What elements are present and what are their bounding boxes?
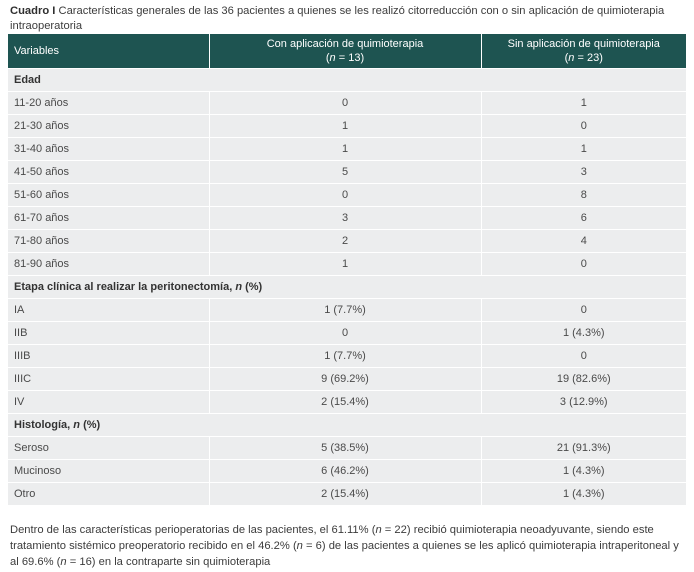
table-row: 21-30 años 1 0 [8, 114, 686, 138]
cell-con-quimioterapia: 1 [209, 137, 482, 161]
table-row: IIB 0 1 (4.3%) [8, 321, 686, 345]
cell-sin-quimioterapia: 0 [481, 298, 686, 322]
row-label: Mucinoso [8, 459, 210, 483]
row-label: IIIB [8, 344, 210, 368]
row-label: 61-70 años [8, 206, 210, 230]
cell-sin-quimioterapia: 8 [481, 183, 686, 207]
row-label: 41-50 años [8, 160, 210, 184]
cell-con-quimioterapia: 0 [209, 321, 482, 345]
cell-sin-quimioterapia: 1 [481, 91, 686, 115]
table-row: Mucinoso 6 (46.2%) 1 (4.3%) [8, 459, 686, 483]
table-row: 51-60 años 0 8 [8, 183, 686, 207]
row-label: IV [8, 390, 210, 414]
caption-text: Características generales de las 36 paci… [10, 5, 665, 32]
row-label: 81-90 años [8, 252, 210, 276]
section-label: Etapa clínica al realizar la peritonecto… [8, 275, 686, 299]
header-sin-n: (n = 23) [564, 52, 603, 64]
cell-sin-quimioterapia: 6 [481, 206, 686, 230]
caption-label: Cuadro I [10, 5, 56, 17]
cell-sin-quimioterapia: 0 [481, 344, 686, 368]
header-variables: Variables [8, 34, 210, 69]
cell-con-quimioterapia: 5 (38.5%) [209, 436, 482, 460]
table-row: 11-20 años 0 1 [8, 91, 686, 115]
header-con-quimioterapia: Con aplicación de quimioterapia (n = 13) [209, 34, 482, 69]
cell-con-quimioterapia: 3 [209, 206, 482, 230]
table-row: IIIC 9 (69.2%) 19 (82.6%) [8, 367, 686, 391]
table-row: Seroso 5 (38.5%) 21 (91.3%) [8, 436, 686, 460]
row-label: IIB [8, 321, 210, 345]
row-label: 71-80 años [8, 229, 210, 253]
row-label: 51-60 años [8, 183, 210, 207]
cell-con-quimioterapia: 6 (46.2%) [209, 459, 482, 483]
header-con-title: Con aplicación de quimioterapia [266, 38, 424, 50]
row-label: Otro [8, 482, 210, 505]
section-row: Edad [8, 68, 686, 92]
header-sin-quimioterapia: Sin aplicación de quimioterapia (n = 23) [481, 34, 686, 69]
cell-sin-quimioterapia: 19 (82.6%) [481, 367, 686, 391]
cell-con-quimioterapia: 1 [209, 114, 482, 138]
header-sin-title: Sin aplicación de quimioterapia [507, 38, 660, 50]
row-label: 31-40 años [8, 137, 210, 161]
row-label: IIIC [8, 367, 210, 391]
table-row: Otro 2 (15.4%) 1 (4.3%) [8, 482, 686, 505]
cell-con-quimioterapia: 0 [209, 183, 482, 207]
cell-con-quimioterapia: 2 (15.4%) [209, 390, 482, 414]
cell-sin-quimioterapia: 21 (91.3%) [481, 436, 686, 460]
row-label: 11-20 años [8, 91, 210, 115]
cell-con-quimioterapia: 1 (7.7%) [209, 344, 482, 368]
characteristics-table: Variables Con aplicación de quimioterapi… [8, 34, 686, 505]
table-row: 71-80 años 2 4 [8, 229, 686, 253]
cell-sin-quimioterapia: 1 (4.3%) [481, 321, 686, 345]
cell-sin-quimioterapia: 0 [481, 114, 686, 138]
table-row: 81-90 años 1 0 [8, 252, 686, 276]
cell-sin-quimioterapia: 1 (4.3%) [481, 459, 686, 483]
table-body: Edad 11-20 años 0 1 21-30 años 1 0 31-40 años 1 1… [8, 68, 686, 505]
cell-sin-quimioterapia: 0 [481, 252, 686, 276]
cell-sin-quimioterapia: 1 (4.3%) [481, 482, 686, 505]
cell-sin-quimioterapia: 1 [481, 137, 686, 161]
cell-con-quimioterapia: 1 [209, 252, 482, 276]
cell-sin-quimioterapia: 3 [481, 160, 686, 184]
table-row: 31-40 años 1 1 [8, 137, 686, 161]
cell-sin-quimioterapia: 3 (12.9%) [481, 390, 686, 414]
table-row: 61-70 años 3 6 [8, 206, 686, 230]
table-footnote: Dentro de las características perioperat… [10, 524, 679, 568]
section-row: Histología, n (%) [8, 413, 686, 437]
table-caption: Cuadro I Características generales de la… [10, 4, 686, 33]
section-row: Etapa clínica al realizar la peritonecto… [8, 275, 686, 299]
cell-con-quimioterapia: 1 (7.7%) [209, 298, 482, 322]
cell-con-quimioterapia: 5 [209, 160, 482, 184]
header-con-n: (n = 13) [325, 52, 365, 64]
row-label: 21-30 años [8, 114, 210, 138]
cell-sin-quimioterapia: 4 [481, 229, 686, 253]
row-label: IA [8, 298, 210, 322]
table-row: 41-50 años 5 3 [8, 160, 686, 184]
section-label: Histología, n (%) [8, 413, 686, 437]
table-row: IIIB 1 (7.7%) 0 [8, 344, 686, 368]
cell-con-quimioterapia: 2 [209, 229, 482, 253]
cell-con-quimioterapia: 9 (69.2%) [209, 367, 482, 391]
table-row: IV 2 (15.4%) 3 (12.9%) [8, 390, 686, 414]
table-header-row: Variables Con aplicación de quimioterapi… [8, 34, 686, 69]
row-label: Seroso [8, 436, 210, 460]
cell-con-quimioterapia: 2 (15.4%) [209, 482, 482, 505]
section-label: Edad [8, 68, 686, 92]
cell-con-quimioterapia: 0 [209, 91, 482, 115]
table-row: IA 1 (7.7%) 0 [8, 298, 686, 322]
